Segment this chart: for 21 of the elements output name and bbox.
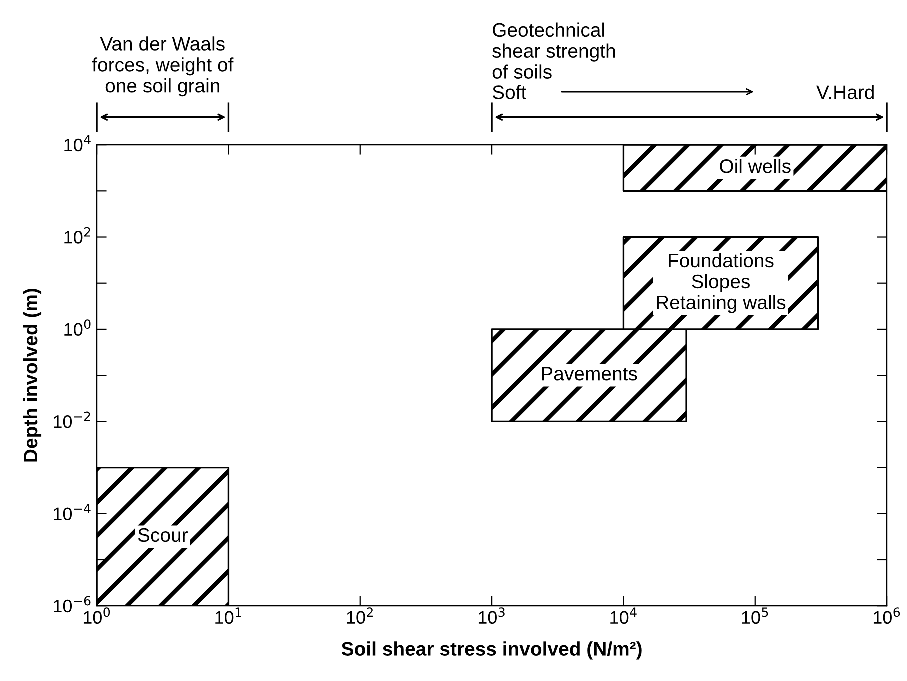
annotation: Scour <box>138 528 188 542</box>
y-tick-label: 10$^{4}$ <box>64 135 91 152</box>
text: Van der Waals forces, weight of one soil grain <box>92 36 234 97</box>
x-tick-label: 10$^{2}$ <box>347 608 373 624</box>
y-tick-label: 10$^{0}$ <box>64 320 91 336</box>
x-axis-title: Soil shear stress involved (N/m²) <box>342 642 642 660</box>
x-tick-label: 10$^{1}$ <box>216 608 242 624</box>
y-tick-label: 10$^{2}$ <box>64 227 90 244</box>
annotation: Pavements <box>542 367 638 381</box>
y-axis-title: Depth involved (m) <box>23 289 42 462</box>
y-tick-label: 10$^{−2}$ <box>54 412 90 428</box>
x-tick-label: 10$^{6}$ <box>874 608 900 624</box>
x-tick-label: 10$^{5}$ <box>742 608 768 624</box>
text: Geotechnical shear strength of soils <box>492 22 616 79</box>
x-tick-label: 10$^{3}$ <box>478 608 505 624</box>
y-tick-label: 10$^{−4}$ <box>54 504 91 520</box>
text: Soft <box>492 85 526 100</box>
text: V.Hard <box>816 85 874 100</box>
annotation: Oil wells <box>720 159 791 174</box>
annotation: Foundations Slopes Retaining walls <box>657 253 786 314</box>
x-tick-label: 10$^{4}$ <box>610 608 637 624</box>
